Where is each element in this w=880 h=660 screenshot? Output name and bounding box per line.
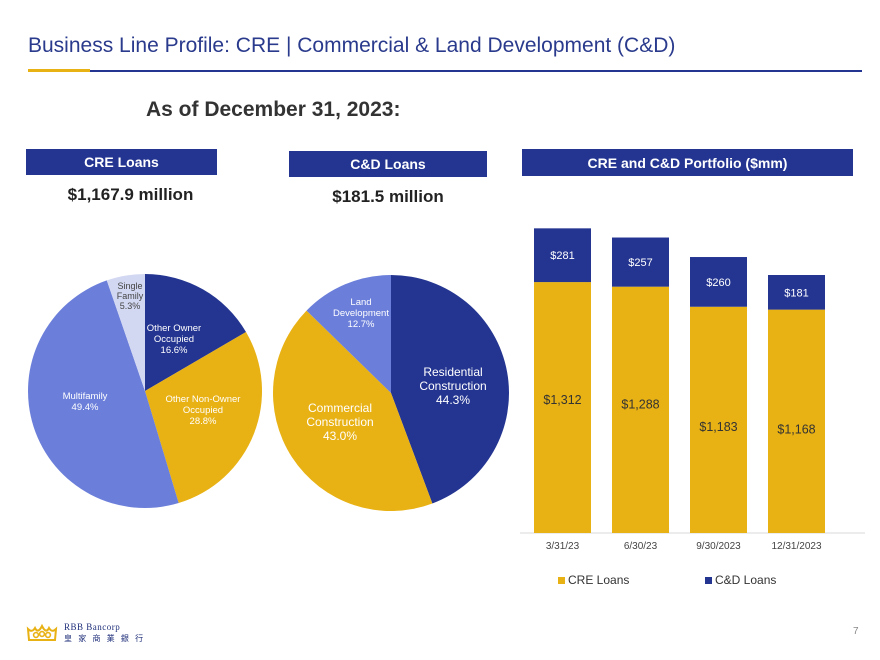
crown-icon: [26, 623, 58, 641]
x-tick-9-30-2023: 9/30/2023: [696, 541, 741, 552]
footer-logo: RBB Bancorp 皇 家 商 業 銀 行: [26, 622, 145, 644]
piecre-label-other-owner-occupied: Other Owner Occupied 16.6%: [147, 323, 201, 356]
bar-label-cd-6-30-23: $257: [628, 257, 652, 269]
x-tick-3-31-23: 3/31/23: [546, 541, 580, 552]
company-chinese-name: 皇 家 商 業 銀 行: [64, 634, 146, 643]
portfolio-chart-header: CRE and C&D Portfolio ($mm): [522, 149, 853, 176]
bar-label-cre-3-31-23: $1,312: [543, 393, 581, 407]
portfolio-chart-header-label: CRE and C&D Portfolio ($mm): [587, 154, 788, 171]
piecre-slice-other-non-owner-occupied: [145, 331, 262, 504]
bar-cd-9-30-2023: [690, 257, 747, 307]
cre-loans-header: CRE Loans: [26, 149, 217, 175]
legend-swatch-cd: [705, 576, 712, 584]
title-underline-rule: [90, 70, 862, 72]
cd-loans-header: C&D Loans: [289, 151, 487, 177]
cd-loans-header-label: C&D Loans: [350, 156, 426, 172]
piecd-label-residential-construction: Residential Construction 44.3%: [419, 365, 486, 407]
slide-title: Business Line Profile: CRE | Commercial …: [28, 34, 676, 57]
piecd-label-land-development: Land Development 12.7%: [333, 297, 389, 330]
bar-cd-3-31-23: [534, 228, 591, 283]
x-tick-6-30-23: 6/30/23: [624, 541, 658, 552]
legend-item-cre-loans: CRE Loans: [558, 573, 629, 587]
bar-cre-9-30-2023: [690, 306, 747, 533]
piecre-label-other-non-owner-occupied: Other Non-Owner Occupied 28.8%: [166, 394, 241, 427]
piecd-slice-land-development: [306, 275, 391, 393]
portfolio-bar-chart: $281 $1,312 3/31/23 $257 $1,288 6/30/23 $260 $1…: [520, 228, 865, 552]
x-tick-12-31-2023: 12/31/2023: [771, 541, 821, 552]
bar-cd-6-30-23: [612, 237, 669, 287]
bar-label-cre-9-30-2023: $1,183: [699, 420, 737, 434]
piecd-label-commercial-construction: Commercial Construction 43.0%: [306, 401, 373, 443]
bar-cre-6-30-23: [612, 286, 669, 533]
bar-label-cre-12-31-2023: $1,168: [777, 423, 815, 437]
bar-cd-12-31-2023: [768, 275, 825, 310]
cre-loans-amount: $1,167.9 million: [67, 185, 194, 204]
cd-loans-amount: $181.5 million: [332, 187, 444, 206]
piecre-label-multifamily: Multifamily 49.4%: [63, 391, 108, 413]
legend-item-cd-loans: C&D Loans: [705, 573, 776, 587]
piecre-label-single-family: Single Family 5.3%: [117, 281, 144, 311]
title-accent-gold-rule: [28, 69, 90, 72]
bar-cre-3-31-23: [534, 282, 591, 533]
piecre-slice-single-family: [106, 274, 145, 391]
piecd-slice-commercial-construction: [273, 310, 433, 511]
company-name: RBB Bancorp: [64, 622, 121, 632]
bar-label-cre-6-30-23: $1,288: [621, 398, 659, 412]
cre-loans-pie-chart: Other Owner Occupied 16.6% Other Non-Owner O…: [28, 274, 262, 508]
cd-loans-pie-chart: Residential Construction 44.3% Commercial Co…: [273, 275, 509, 511]
piecre-slice-multifamily: [28, 280, 179, 508]
bar-label-cd-3-31-23: $281: [550, 250, 574, 262]
page-number: 7: [853, 626, 859, 637]
as-of-date: As of December 31, 2023:: [146, 98, 401, 121]
legend-swatch-cre: [558, 576, 565, 584]
bar-cre-12-31-2023: [768, 309, 825, 533]
cre-loans-header-label: CRE Loans: [84, 154, 159, 170]
piecre-slice-other-owner-occupied: [145, 274, 247, 391]
bar-label-cd-12-31-2023: $181: [784, 287, 808, 299]
piecd-slice-residential-construction: [391, 275, 509, 504]
legend-label-cd: C&D Loans: [715, 573, 777, 587]
bar-label-cd-9-30-2023: $260: [706, 277, 730, 289]
legend-label-cre: CRE Loans: [568, 573, 630, 587]
